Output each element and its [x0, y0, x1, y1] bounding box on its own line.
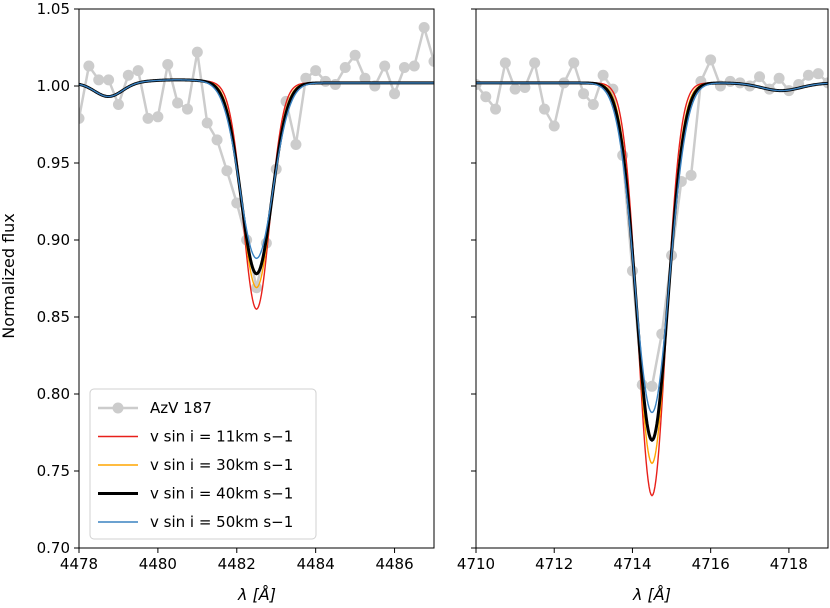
legend-box: [89, 388, 317, 540]
legend-label: v sin i = 50km s−1: [150, 513, 293, 531]
y-tick-label: 1.00: [37, 77, 70, 95]
axes-frame-left: [78, 8, 435, 549]
legend-label: v sin i = 11km s−1: [150, 428, 293, 446]
observed-point: [428, 55, 434, 67]
observed-point: [349, 49, 361, 61]
x-tick-label: 4482: [218, 555, 256, 573]
legend-label: v sin i = 30km s−1: [150, 456, 293, 474]
observed-point: [211, 134, 223, 146]
observed-point: [408, 60, 420, 72]
observed-point: [83, 60, 95, 72]
observed-point: [490, 103, 502, 115]
panel-left: 4478 4480 4482 4484 4486 0.70 0.75 0.80 0.85 0.90…: [37, 0, 435, 573]
observed-point: [359, 72, 371, 84]
x-tick-label: 4712: [535, 555, 573, 573]
model-line-1: [79, 79, 434, 289]
observed-point: [93, 74, 105, 86]
observed-point: [812, 68, 824, 80]
x-tick-label: 4478: [60, 555, 98, 573]
plot-area-left: [79, 21, 434, 310]
observed-point: [529, 57, 541, 69]
observed-point: [172, 97, 184, 109]
observed-point: [418, 21, 430, 33]
x-tick-label: 4718: [770, 555, 808, 573]
observed-point: [685, 169, 697, 181]
observed-point: [646, 380, 658, 392]
observed-point: [310, 65, 322, 77]
observed-point: [499, 57, 511, 69]
observed-point: [379, 60, 391, 72]
observed-point: [509, 83, 521, 95]
y-axis-label: Normalized flux: [0, 213, 18, 339]
model-line-3: [476, 82, 828, 414]
observed-point: [300, 72, 312, 84]
observed-point: [142, 112, 154, 124]
x-tick-label: 4484: [297, 555, 335, 573]
panel-right: 4710 4712 4714 4716 4718: [457, 8, 829, 573]
observed-point: [201, 117, 213, 129]
x-tick-label: 4714: [613, 555, 651, 573]
y-tick-label: 0.75: [37, 462, 70, 480]
x-tick-label: 4716: [692, 555, 730, 573]
observed-point: [578, 88, 590, 100]
observed-point: [597, 69, 609, 81]
observed-point: [802, 69, 814, 81]
observed-point: [112, 98, 124, 110]
legend-label: AzV 187: [150, 399, 212, 417]
y-tick-label: 1.05: [37, 0, 70, 18]
model-line-1: [476, 82, 828, 465]
observed-point: [389, 88, 401, 100]
legend-label: v sin i = 40km s−1: [150, 485, 293, 503]
observed-point: [773, 72, 785, 84]
observed-point: [221, 165, 233, 177]
model-line-3: [79, 79, 434, 260]
observed-point: [339, 62, 351, 74]
x-axis-label-left: λ [Å]: [237, 585, 276, 604]
observed-point: [122, 69, 134, 81]
observed-point: [538, 103, 550, 115]
observed-point: [724, 75, 736, 87]
observed-point: [480, 91, 492, 103]
observed-point: [152, 111, 164, 123]
observed-point: [103, 74, 115, 86]
observed-point: [519, 82, 531, 94]
observed-point: [754, 71, 766, 83]
observed-point: [181, 103, 193, 115]
legend-marker: [112, 402, 124, 414]
y-tick-label: 0.85: [37, 308, 70, 326]
observed-point: [231, 197, 243, 209]
x-tick-label: 4710: [457, 555, 495, 573]
observed-point: [320, 75, 332, 87]
observed-point: [568, 57, 580, 69]
observed-point: [329, 78, 341, 90]
observed-point: [290, 139, 302, 151]
observed-point: [587, 98, 599, 110]
axes-frame-right: [475, 8, 829, 549]
x-tick-label: 4480: [139, 555, 177, 573]
observed-point: [705, 54, 717, 66]
y-tick-label: 0.90: [37, 231, 70, 249]
observed-point: [162, 58, 174, 70]
observed-point: [548, 120, 560, 132]
x-tick-label: 4486: [375, 555, 413, 573]
model-line-0: [476, 82, 828, 497]
y-tick-label: 0.80: [37, 385, 70, 403]
plot-area-right: [476, 54, 828, 497]
y-tick-label: 0.70: [37, 539, 70, 557]
observed-point: [398, 62, 410, 74]
observed-point: [191, 46, 203, 58]
observed-line: [476, 56, 828, 388]
observed-point: [132, 65, 144, 77]
model-line-2: [79, 78, 434, 276]
legend: AzV 187 v sin i = 11km s−1 v sin i = 30km …: [89, 388, 317, 540]
x-axis-label-right: λ [Å]: [632, 585, 671, 604]
y-tick-label: 0.95: [37, 154, 70, 172]
observed-point: [79, 112, 85, 124]
